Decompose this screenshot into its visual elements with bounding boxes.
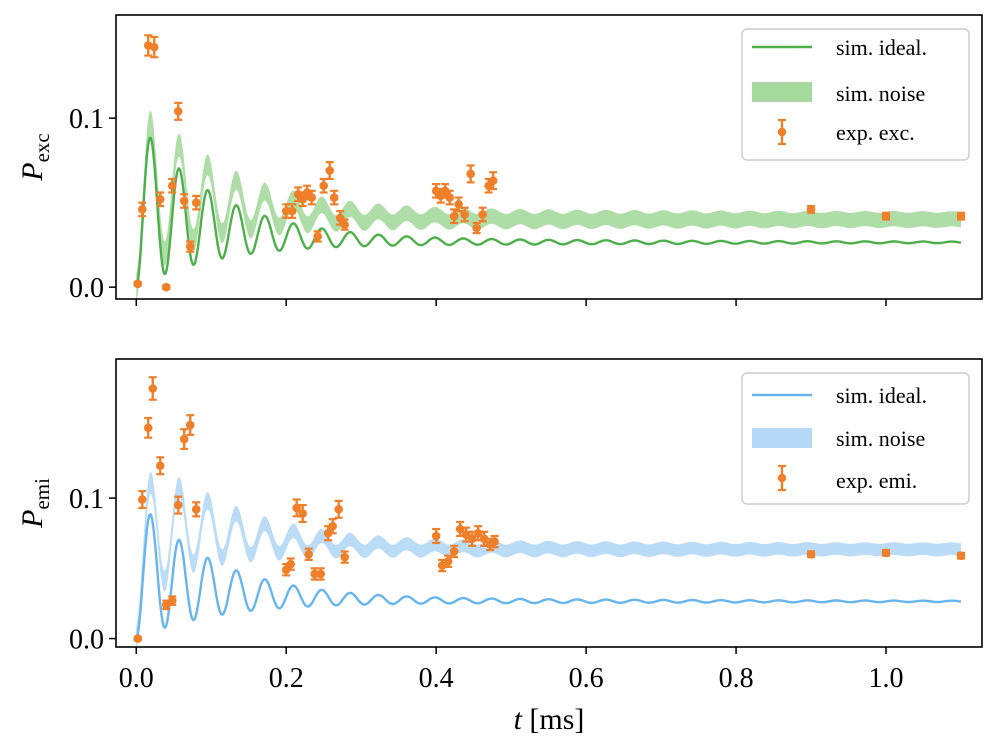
exp-point xyxy=(286,557,295,571)
legend-errorbar-swatch xyxy=(777,118,787,146)
exp-point xyxy=(133,634,143,643)
exp-point xyxy=(304,547,313,561)
sim-ideal-line xyxy=(135,136,962,288)
ylabel: Pemi xyxy=(16,478,54,529)
exp-point xyxy=(478,206,487,223)
legend-label: exp. exc. xyxy=(836,120,915,145)
y-tick-label: 0.0 xyxy=(69,625,104,656)
exp-point xyxy=(137,489,147,510)
panel-exc: 0.0 0.1 Pexc sim. ideal. sim. noise exp. … xyxy=(16,14,983,306)
exp-point xyxy=(488,171,498,191)
legend: sim. ideal. sim. noise exp. emi. xyxy=(741,372,970,505)
x-tick-label: 1.0 xyxy=(869,663,904,694)
exp-point xyxy=(443,554,453,569)
legend-errorbar-swatch xyxy=(777,464,787,492)
exp-point xyxy=(133,279,143,289)
exp-point xyxy=(449,544,459,559)
exp-point xyxy=(431,182,441,199)
exp-point xyxy=(161,282,171,292)
exp-point xyxy=(956,211,966,221)
exp-point xyxy=(479,530,489,547)
x-tick-label: 0.4 xyxy=(419,663,454,694)
exp-point xyxy=(287,203,297,219)
exp-point xyxy=(173,495,183,515)
exp-point xyxy=(173,101,183,121)
xlabel: t [ms] xyxy=(514,703,585,736)
exp-point xyxy=(881,548,891,558)
exp-point xyxy=(155,191,165,208)
exp-point xyxy=(143,416,153,439)
exp-point xyxy=(881,211,891,221)
exp-point xyxy=(806,204,816,214)
exp-point xyxy=(149,35,159,59)
x-tick-label: 0.6 xyxy=(569,663,604,694)
exp-point xyxy=(325,160,334,181)
exp-point xyxy=(307,189,316,206)
exp-point xyxy=(298,191,307,208)
axes-frame xyxy=(115,14,983,300)
exp-point xyxy=(185,414,195,436)
exp-point xyxy=(323,525,333,542)
exp-point xyxy=(179,193,189,209)
exp-point xyxy=(191,194,201,211)
exp-point xyxy=(466,164,475,184)
x-tick-label: 0.2 xyxy=(269,663,304,694)
panel-emi: 0.0 0.2 0.4 0.6 0.8 1.0 0.0 0.1 Pemi t [ms] si… xyxy=(16,358,983,736)
exp-point xyxy=(431,527,441,545)
legend-label: sim. ideal. xyxy=(836,35,927,60)
y-tick-label: 0.0 xyxy=(69,273,104,304)
exp-point xyxy=(298,504,307,524)
legend-label: sim. noise xyxy=(836,81,925,106)
exp-point xyxy=(472,221,481,235)
exp-point xyxy=(137,201,147,218)
exp-point xyxy=(340,218,349,231)
exp-point xyxy=(334,499,343,519)
sim-ideal-line xyxy=(135,512,962,640)
x-tick-label: 0.8 xyxy=(719,663,754,694)
exp-point xyxy=(316,567,325,581)
exp-point xyxy=(340,550,349,564)
exp-point xyxy=(319,177,328,194)
exp-point xyxy=(449,208,459,225)
exp-point xyxy=(281,563,291,577)
axes-frame xyxy=(115,358,983,648)
legend-band-swatch xyxy=(752,82,812,102)
exp-point xyxy=(185,240,195,253)
x-tick-label: 0.0 xyxy=(119,663,154,694)
ylabel: Pexc xyxy=(16,133,54,181)
exp-point xyxy=(148,376,158,401)
exp-point xyxy=(806,549,816,559)
legend-label: sim. noise xyxy=(836,426,925,451)
exp-point xyxy=(167,177,177,194)
exp-point xyxy=(460,206,469,223)
exp-point xyxy=(467,530,477,547)
exp-point xyxy=(454,196,463,213)
exp-point xyxy=(155,456,165,476)
exp-point xyxy=(179,428,189,451)
exp-point xyxy=(445,189,454,206)
exp-point xyxy=(292,498,301,518)
legend-label: sim. ideal. xyxy=(836,383,927,408)
exp-point xyxy=(167,595,177,606)
legend-band-swatch xyxy=(752,428,812,448)
exp-point xyxy=(956,551,966,560)
y-tick-label: 0.1 xyxy=(69,104,104,135)
y-tick-label: 0.1 xyxy=(69,484,104,515)
legend: sim. ideal. sim. noise exp. exc. xyxy=(741,28,970,161)
legend-label: exp. emi. xyxy=(836,468,917,493)
exp-point xyxy=(328,518,337,535)
exp-point xyxy=(313,230,322,243)
exp-point xyxy=(310,567,319,581)
exp-point xyxy=(329,189,339,206)
exp-point xyxy=(490,534,499,549)
exp-point xyxy=(191,501,201,518)
